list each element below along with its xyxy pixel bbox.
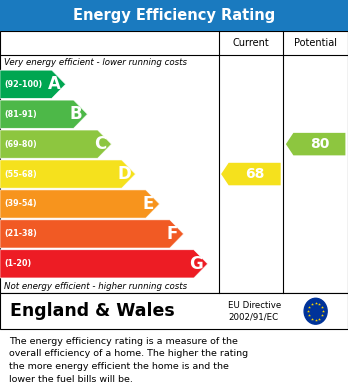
- Polygon shape: [0, 130, 111, 158]
- Text: 68: 68: [245, 167, 264, 181]
- Text: F: F: [167, 225, 178, 243]
- Text: (92-100): (92-100): [4, 80, 42, 89]
- Bar: [0, 31, 348, 293]
- Polygon shape: [0, 190, 159, 218]
- Text: Not energy efficient - higher running costs: Not energy efficient - higher running co…: [4, 282, 187, 291]
- Bar: [0, 0, 348, 31]
- Text: Energy Efficiency Rating: Energy Efficiency Rating: [73, 8, 275, 23]
- Text: Current: Current: [232, 38, 269, 48]
- Text: Potential: Potential: [294, 38, 337, 48]
- Text: C: C: [94, 135, 106, 153]
- Text: A: A: [48, 75, 61, 93]
- Circle shape: [304, 298, 327, 324]
- Bar: [0, 293, 348, 329]
- Text: (39-54): (39-54): [4, 199, 37, 208]
- Text: Very energy efficient - lower running costs: Very energy efficient - lower running co…: [4, 57, 187, 66]
- Polygon shape: [0, 220, 184, 248]
- Text: EU Directive
2002/91/EC: EU Directive 2002/91/EC: [228, 301, 282, 322]
- Text: D: D: [117, 165, 131, 183]
- Polygon shape: [286, 133, 346, 155]
- Text: The energy efficiency rating is a measure of the
overall efficiency of a home. T: The energy efficiency rating is a measur…: [9, 337, 248, 384]
- Text: (21-38): (21-38): [4, 230, 37, 239]
- Polygon shape: [0, 160, 135, 188]
- Text: G: G: [189, 255, 203, 273]
- Text: 80: 80: [310, 137, 329, 151]
- Polygon shape: [0, 70, 65, 98]
- Text: England & Wales: England & Wales: [10, 302, 175, 320]
- Text: (69-80): (69-80): [4, 140, 37, 149]
- Text: (1-20): (1-20): [4, 259, 31, 268]
- Polygon shape: [0, 100, 87, 128]
- Polygon shape: [221, 163, 281, 185]
- Text: (81-91): (81-91): [4, 109, 37, 119]
- Text: B: B: [70, 105, 82, 123]
- Polygon shape: [0, 250, 208, 278]
- Text: (55-68): (55-68): [4, 170, 37, 179]
- Text: E: E: [143, 195, 154, 213]
